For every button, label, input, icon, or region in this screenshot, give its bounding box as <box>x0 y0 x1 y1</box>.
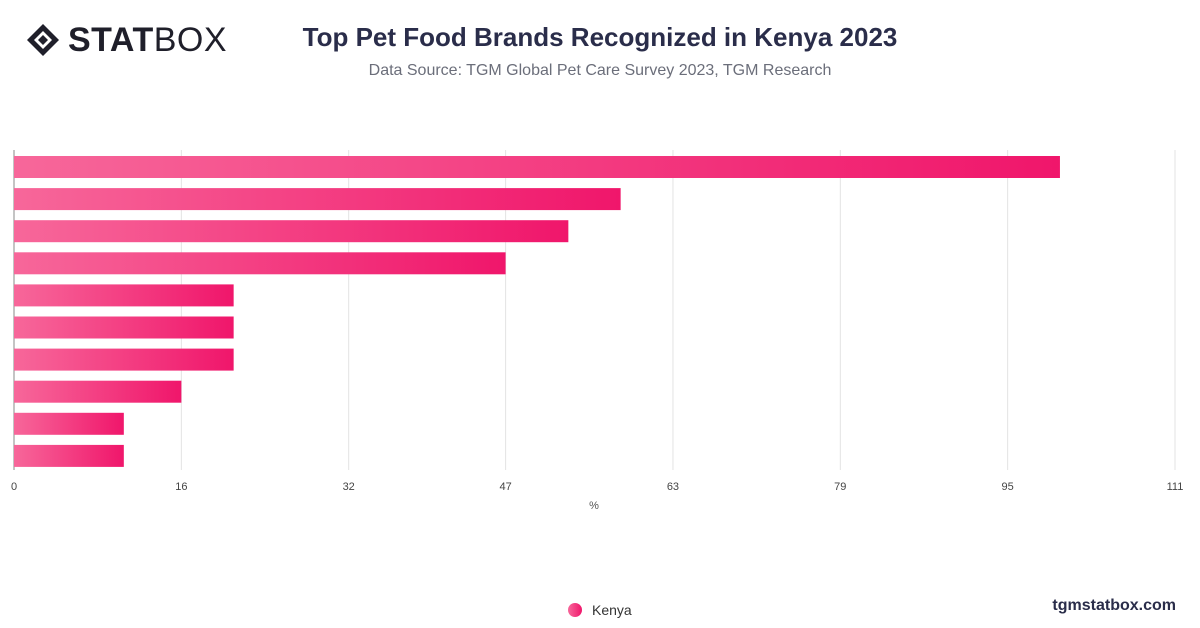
x-tick-label: 95 <box>1002 481 1014 493</box>
legend[interactable]: Kenya <box>568 602 632 618</box>
bar[interactable] <box>14 316 234 339</box>
bar[interactable] <box>14 188 621 211</box>
legend-label: Kenya <box>592 602 632 618</box>
bar[interactable] <box>14 348 234 371</box>
bar[interactable] <box>14 220 569 243</box>
bar[interactable] <box>14 412 124 435</box>
bar-chart: 0 16 32 47 63 79 95 111 % <box>11 150 1183 512</box>
legend-marker-icon <box>568 603 582 617</box>
chart-title: Top Pet Food Brands Recognized in Kenya … <box>302 22 898 52</box>
x-axis-ticks: 0 16 32 47 63 79 95 111 <box>11 481 1183 493</box>
statbox-diamond-icon <box>27 24 59 56</box>
logo-text-bold: STAT <box>68 21 154 59</box>
x-tick-label: 47 <box>499 481 511 493</box>
x-tick-label: 111 <box>1167 481 1184 493</box>
bars <box>14 156 1060 467</box>
x-tick-label: 16 <box>175 481 187 493</box>
bar[interactable] <box>14 284 234 307</box>
x-tick-label: 79 <box>834 481 846 493</box>
x-tick-label: 63 <box>667 481 679 493</box>
chart-subtitle: Data Source: TGM Global Pet Care Survey … <box>368 62 832 79</box>
bar[interactable] <box>14 444 124 467</box>
logo-text-light: BOX <box>153 21 228 59</box>
logo-text: STATBOX <box>68 23 227 57</box>
footer-brand: tgmstatbox.com <box>1052 597 1176 614</box>
x-axis-label: % <box>589 500 599 512</box>
bar[interactable] <box>14 380 182 403</box>
x-tick-label: 0 <box>11 481 17 493</box>
x-tick-label: 32 <box>343 481 355 493</box>
statbox-logo: STATBOX <box>26 22 227 58</box>
bar[interactable] <box>14 252 506 275</box>
bar[interactable] <box>14 156 1060 178</box>
